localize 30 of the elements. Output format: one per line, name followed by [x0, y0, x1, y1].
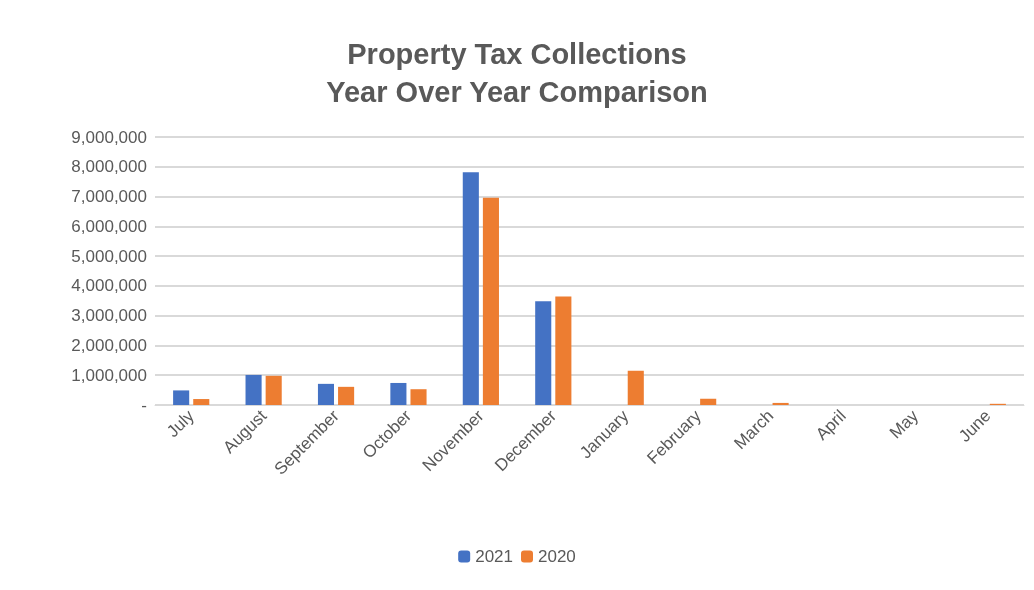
- bar: [245, 374, 262, 405]
- bar: [627, 370, 644, 405]
- bar: [555, 296, 572, 405]
- bar: [317, 383, 335, 405]
- bar: [390, 382, 407, 405]
- bar: [265, 375, 282, 405]
- x-tick-label: May: [885, 405, 923, 443]
- y-tick-label: 2,000,000: [71, 335, 147, 355]
- legend-label: 2021: [475, 547, 514, 566]
- bar: [173, 390, 190, 405]
- y-tick-label: 6,000,000: [71, 216, 147, 236]
- bar: [338, 386, 355, 405]
- y-tick-label: 8,000,000: [71, 157, 147, 177]
- y-tick-label: 4,000,000: [71, 276, 147, 296]
- x-tick-label: July: [163, 405, 199, 442]
- y-tick-label: 7,000,000: [71, 187, 147, 207]
- chart-title: Property Tax Collections Year Over Year Comparison: [326, 38, 708, 108]
- y-tick-label: 5,000,000: [71, 246, 147, 266]
- y-tick-label: 1,000,000: [71, 365, 147, 385]
- legend-label: 2020: [538, 547, 576, 566]
- bar: [462, 172, 479, 405]
- y-tick-label: 3,000,000: [71, 306, 147, 326]
- bar: [700, 398, 717, 405]
- bar: [410, 389, 427, 405]
- bar: [772, 402, 789, 405]
- bar: [482, 197, 499, 405]
- bar: [535, 301, 552, 405]
- y-tick-label: -: [141, 395, 147, 415]
- y-tick-label: 9,000,000: [71, 127, 147, 147]
- bar: [193, 399, 210, 405]
